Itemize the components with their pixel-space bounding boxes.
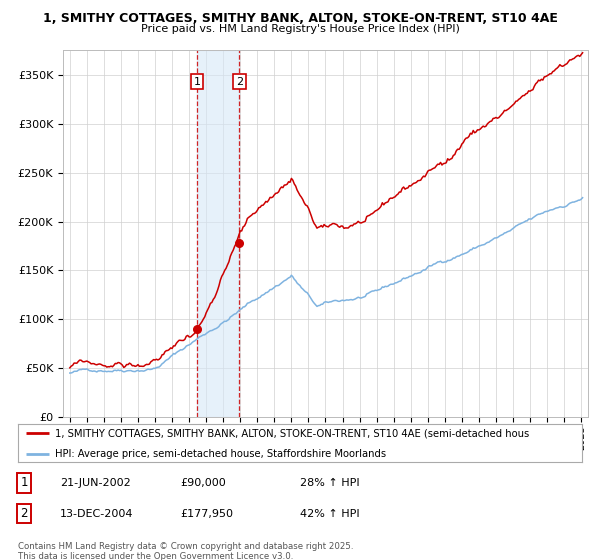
Text: 1: 1 — [194, 77, 200, 87]
Text: 2: 2 — [236, 77, 243, 87]
Text: £90,000: £90,000 — [180, 478, 226, 488]
Text: 1, SMITHY COTTAGES, SMITHY BANK, ALTON, STOKE-ON-TRENT, ST10 4AE (semi-detached : 1, SMITHY COTTAGES, SMITHY BANK, ALTON, … — [55, 428, 529, 438]
Bar — [197, 50, 239, 417]
Text: 13-DEC-2004: 13-DEC-2004 — [60, 508, 133, 519]
Text: 2: 2 — [20, 507, 28, 520]
Text: HPI: Average price, semi-detached house, Staffordshire Moorlands: HPI: Average price, semi-detached house,… — [55, 449, 386, 459]
Text: £177,950: £177,950 — [180, 508, 233, 519]
Text: 42% ↑ HPI: 42% ↑ HPI — [300, 508, 359, 519]
Text: 28% ↑ HPI: 28% ↑ HPI — [300, 478, 359, 488]
Text: 21-JUN-2002: 21-JUN-2002 — [60, 478, 131, 488]
Text: 1, SMITHY COTTAGES, SMITHY BANK, ALTON, STOKE-ON-TRENT, ST10 4AE: 1, SMITHY COTTAGES, SMITHY BANK, ALTON, … — [43, 12, 557, 25]
Text: Price paid vs. HM Land Registry's House Price Index (HPI): Price paid vs. HM Land Registry's House … — [140, 24, 460, 34]
Text: 1: 1 — [20, 476, 28, 489]
Text: Contains HM Land Registry data © Crown copyright and database right 2025.
This d: Contains HM Land Registry data © Crown c… — [18, 542, 353, 560]
